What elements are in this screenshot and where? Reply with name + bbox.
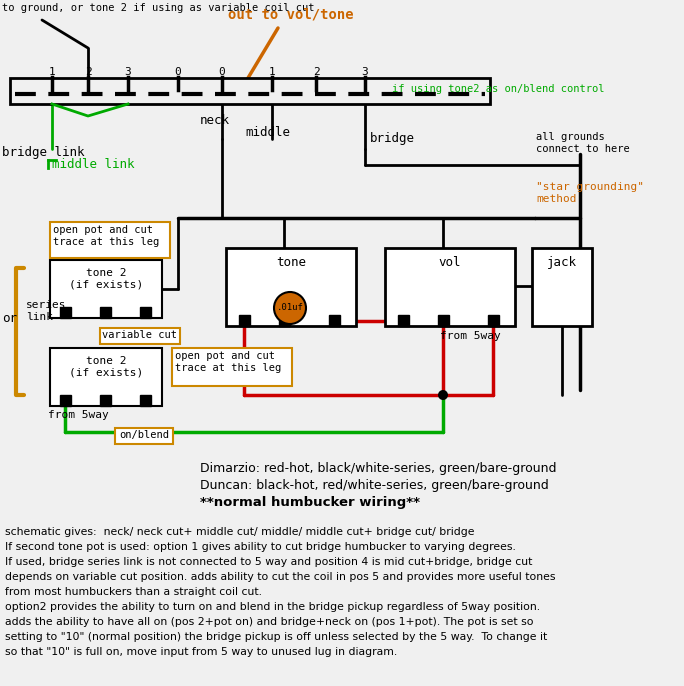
Text: from 5way: from 5way [440,331,501,341]
Bar [488,315,499,326]
Bar [60,395,71,406]
Text: all grounds
connect to here: all grounds connect to here [536,132,630,154]
Bar [50,222,170,258]
Text: tone: tone [276,256,306,269]
Text: from 5way: from 5way [48,410,109,420]
Bar [50,260,162,318]
Text: .01uf: .01uf [276,303,304,313]
Bar [100,395,111,406]
Circle shape [274,292,306,324]
Bar [140,307,151,318]
Bar [279,315,290,326]
Bar [50,348,162,406]
Bar [532,248,592,326]
Text: 0: 0 [174,67,181,77]
Text: variable cut: variable cut [103,330,178,340]
Text: bridge: bridge [370,132,415,145]
Text: tone 2
(if exists): tone 2 (if exists) [69,356,143,377]
Text: open pot and cut
trace at this leg: open pot and cut trace at this leg [53,225,159,246]
Text: Duncan: black-hot, red/white-series, green/bare-ground: Duncan: black-hot, red/white-series, gre… [200,479,549,492]
Text: 1: 1 [49,67,55,77]
Text: series
link: series link [26,300,66,322]
Bar [115,428,173,444]
Bar [10,78,490,104]
Text: 0: 0 [219,67,225,77]
Text: 3: 3 [124,67,131,77]
Text: jack: jack [547,256,577,269]
Bar [398,315,409,326]
Text: from most humbuckers than a straight coil cut.: from most humbuckers than a straight coi… [5,587,262,597]
Text: on/blend: on/blend [119,430,169,440]
Text: setting to "10" (normal position) the bridge pickup is off unless selected by th: setting to "10" (normal position) the br… [5,632,547,642]
Bar [100,307,111,318]
Text: If used, bridge series link is not connected to 5 way and position 4 is mid cut+: If used, bridge series link is not conne… [5,557,532,567]
Text: "star grounding"
method: "star grounding" method [536,182,644,204]
Text: 1: 1 [269,67,276,77]
Text: out to vol/tone: out to vol/tone [228,8,354,22]
Bar [140,395,151,406]
Text: middle: middle [246,126,291,139]
Bar [385,248,515,326]
Bar [438,315,449,326]
Text: bridge link: bridge link [2,146,85,159]
Text: if using tone2 as on/blend control: if using tone2 as on/blend control [392,84,605,94]
Text: If second tone pot is used: option 1 gives ability to cut bridge humbucker to va: If second tone pot is used: option 1 giv… [5,542,516,552]
Text: Dimarzio: red-hot, black/white-series, green/bare-ground: Dimarzio: red-hot, black/white-series, g… [200,462,557,475]
Text: 3: 3 [362,67,369,77]
Text: so that "10" is full on, move input from 5 way to unused lug in diagram.: so that "10" is full on, move input from… [5,647,397,657]
Text: schematic gives:  neck/ neck cut+ middle cut/ middle/ middle cut+ bridge cut/ br: schematic gives: neck/ neck cut+ middle … [5,527,475,537]
Text: vol: vol [438,256,461,269]
Bar [239,315,250,326]
Text: 2: 2 [85,67,92,77]
Text: open pot and cut
trace at this leg: open pot and cut trace at this leg [175,351,281,372]
Text: middle link: middle link [52,158,135,171]
Text: or: or [2,311,17,324]
Text: depends on variable cut position. adds ability to cut the coil in pos 5 and prov: depends on variable cut position. adds a… [5,572,555,582]
Text: **normal humbucker wiring**: **normal humbucker wiring** [200,496,420,509]
Text: adds the ability to have all on (pos 2+pot on) and bridge+neck on (pos 1+pot). T: adds the ability to have all on (pos 2+p… [5,617,534,627]
Bar [226,248,356,326]
Circle shape [438,390,448,400]
Text: tone 2
(if exists): tone 2 (if exists) [69,268,143,289]
Bar [100,328,180,344]
Bar [172,348,292,386]
Bar [329,315,340,326]
Bar [60,307,71,318]
Text: 2: 2 [313,67,319,77]
Text: option2 provides the ability to turn on and blend in the bridge pickup regardles: option2 provides the ability to turn on … [5,602,540,612]
Text: to ground, or tone 2 if using as variable coil cut: to ground, or tone 2 if using as variabl… [2,3,315,13]
Text: neck: neck [200,114,230,127]
